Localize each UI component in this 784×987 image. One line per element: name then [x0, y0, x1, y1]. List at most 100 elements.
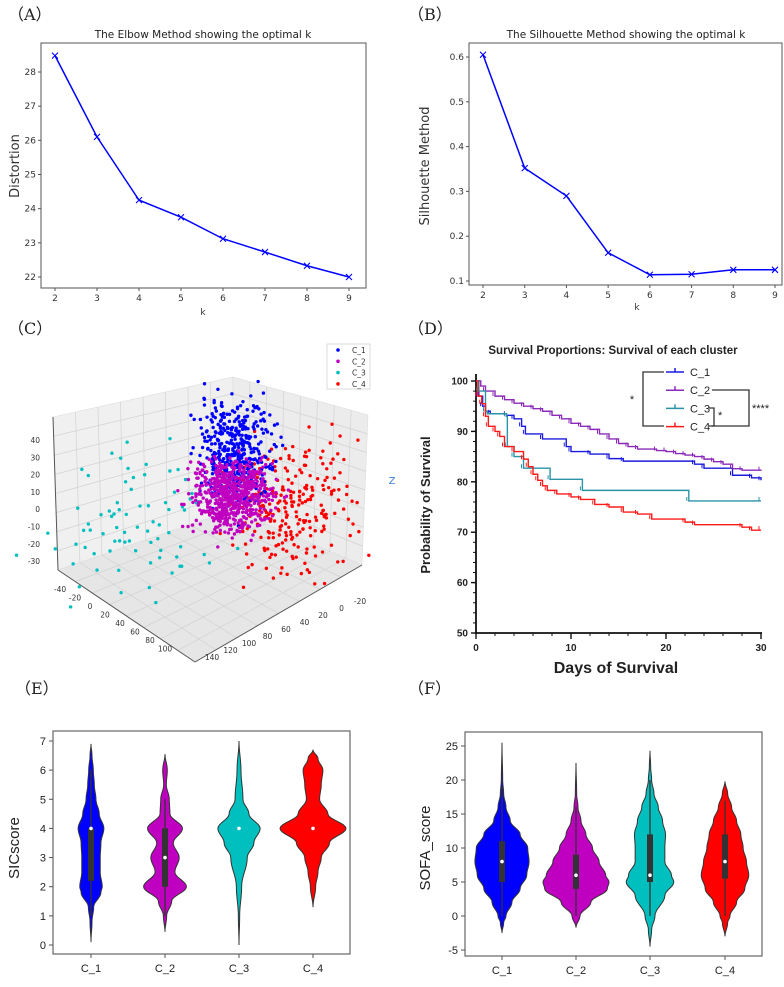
scatter-point-c4: [313, 582, 317, 586]
bracket-c3-c4: [709, 407, 715, 427]
significance-c3-c4: *: [718, 410, 723, 422]
scatter-point-c2: [262, 507, 266, 511]
z-tick-label: -30: [28, 557, 40, 566]
z-axis-line: [52, 416, 59, 571]
scatter-point-c2: [232, 468, 236, 472]
scatter-point-c2: [231, 486, 235, 491]
scatter-point-c2: [216, 525, 220, 529]
scatter-point-c2: [203, 530, 208, 534]
scatter-point-c1: [234, 417, 238, 421]
grid-line: [57, 493, 234, 552]
scatter-point-c2: [218, 501, 223, 505]
scatter-point-c1: [239, 453, 243, 458]
scatter-point-c4: [284, 501, 288, 505]
y-tick-label: 23: [25, 239, 36, 249]
scatter-point-c4: [267, 502, 272, 506]
series-line: [482, 54, 775, 276]
scatter-point-c4: [289, 493, 293, 498]
significance-c2-c4: ****: [752, 403, 770, 415]
scatter-point-c4: [313, 554, 318, 558]
scatter-point-c4: [268, 555, 272, 560]
grid-line: [145, 539, 279, 614]
scatter-point-c3: [108, 549, 112, 553]
silhouette-ylabel: Silhouette Method: [418, 107, 433, 226]
scatter-point-c1: [245, 407, 249, 412]
scatter-point-c4: [296, 522, 300, 526]
scatter-point-c1: [202, 382, 207, 386]
scatter-point-c3: [117, 539, 122, 543]
scatter-point-c2: [258, 506, 263, 510]
scatter-point-c2: [254, 477, 258, 482]
data-point-marker: [135, 196, 143, 204]
y-tick-label: 60: [457, 578, 469, 589]
scatter-point-c1: [230, 392, 234, 396]
scatter-point-c2: [237, 518, 242, 523]
scatter-point-c4: [328, 441, 332, 445]
scatter-point-c2: [260, 510, 264, 514]
scatter-point-c3: [138, 504, 142, 508]
scatter-point-c2: [216, 489, 221, 494]
scatter-point-c1: [268, 449, 272, 453]
scatter-point-c4: [266, 547, 270, 551]
scatter-point-c4: [280, 519, 285, 523]
x-tick-label: -20: [69, 594, 81, 603]
legend-marker: [336, 382, 340, 386]
scatter-point-c4: [322, 515, 327, 519]
scatter-point-c4: [284, 522, 288, 526]
y-axis-line: [194, 564, 363, 663]
iqr-box: [647, 834, 653, 882]
scatter-point-c2: [236, 521, 240, 525]
scatter-point-c2: [227, 502, 231, 506]
scatter-point-c1: [249, 457, 253, 461]
bracket-c1-c4: [642, 371, 664, 427]
grid-line: [232, 393, 368, 435]
scatter-point-c4: [322, 581, 327, 586]
scatter-point-c2: [217, 461, 222, 465]
panel-label-a: （A）: [8, 5, 52, 24]
scatter-point-c2: [203, 510, 208, 514]
scatter-point-c4: [321, 487, 326, 492]
scatter-point-c1: [216, 438, 221, 443]
scatter-point-c4: [308, 497, 313, 502]
scatter-point-c2: [267, 516, 271, 521]
scatter-point-c2: [253, 470, 257, 474]
scatter-point-c4: [348, 533, 352, 538]
scatter-point-c1: [227, 412, 232, 417]
x-tick-label: 20: [100, 611, 110, 620]
scatter-point-c1: [189, 451, 193, 456]
scatter-point-c2: [232, 497, 237, 501]
scatter-point-c3: [126, 466, 130, 471]
scatter-point-c4: [307, 448, 311, 452]
scatter-point-c2: [260, 480, 265, 485]
scatter-point-c1: [226, 426, 230, 431]
x-tick-label: C_4: [303, 963, 323, 975]
x-tick-label: C_4: [715, 965, 735, 977]
grid-line: [232, 426, 366, 472]
y-tick-label: 0: [40, 940, 46, 952]
scatter-point-c1: [259, 412, 263, 416]
scatter-point-c1: [222, 447, 226, 451]
scatter-point-c1: [274, 445, 278, 449]
scatter-point-c1: [209, 418, 213, 422]
scatter-point-c3: [146, 504, 151, 508]
scatter-point-c2: [231, 517, 236, 521]
sic-ylabel: SICscore: [6, 817, 23, 879]
scatter-point-c3: [129, 487, 133, 492]
x-tick-label: C_1: [81, 963, 101, 975]
scatter-point-c2: [270, 461, 274, 466]
grid-line: [232, 459, 365, 510]
scatter-point-c2: [267, 497, 271, 502]
scatter-point-c2: [247, 501, 251, 505]
scatter-point-c1: [261, 417, 265, 421]
x-tick-label: 2: [480, 291, 486, 301]
plot-frame: [52, 730, 351, 955]
scatter-point-c2: [210, 511, 214, 515]
scatter-point-c4: [321, 462, 325, 466]
legend-label: C_2: [690, 385, 710, 397]
data-point-marker: [688, 270, 695, 278]
scatter-point-c2: [241, 524, 245, 528]
x-tick-label: 9: [772, 291, 778, 301]
scatter-point-c1: [257, 452, 262, 456]
scatter-point-c2: [232, 490, 236, 494]
